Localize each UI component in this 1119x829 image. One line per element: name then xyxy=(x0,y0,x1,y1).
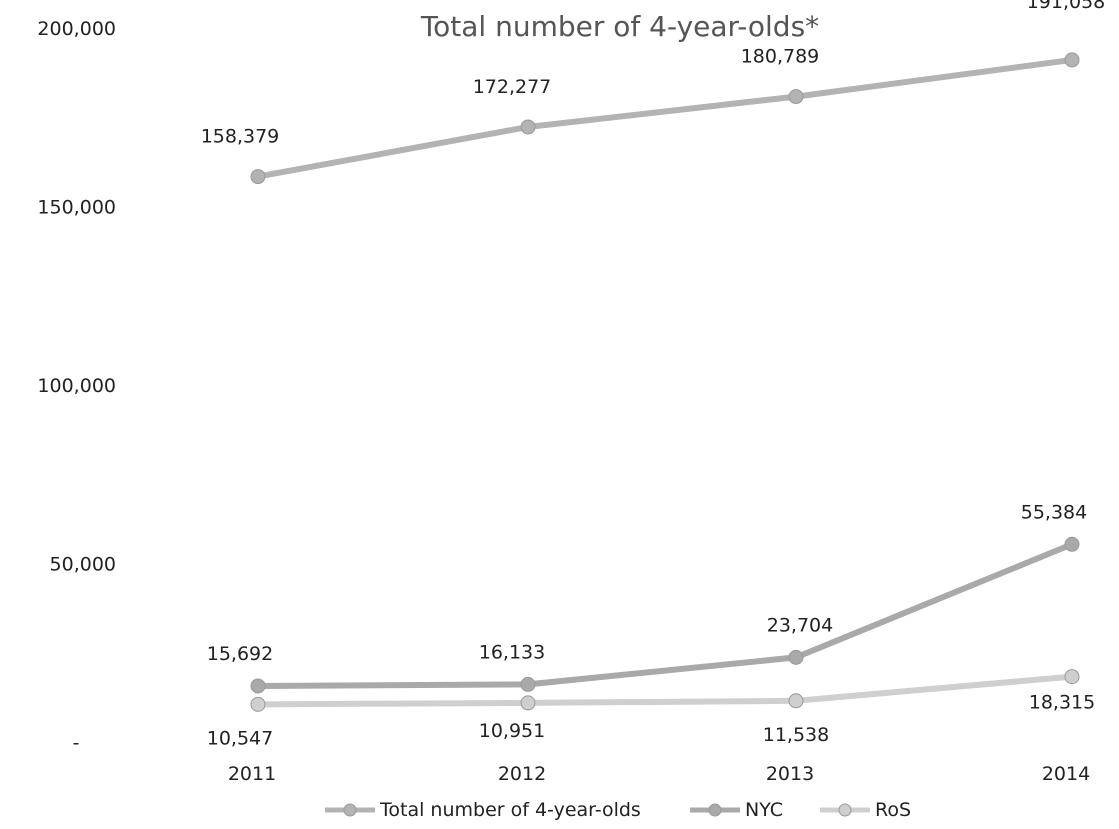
legend-label: RoS xyxy=(875,799,911,821)
series-point xyxy=(1064,536,1080,552)
data-label: 16,133 xyxy=(479,641,545,663)
series-point xyxy=(1064,669,1080,685)
series-point xyxy=(788,693,804,709)
x-tick-label: 2013 xyxy=(766,763,814,785)
legend-item: NYC xyxy=(690,799,783,821)
chart-title: Total number of 4-year-olds* xyxy=(420,10,819,43)
data-label: 158,379 xyxy=(201,126,280,148)
x-tick-label: 2014 xyxy=(1042,763,1090,785)
legend-item: RoS xyxy=(820,799,911,821)
series-2 xyxy=(250,669,1080,712)
series-line xyxy=(255,541,1075,689)
y-tick-label: 100,000 xyxy=(37,375,116,397)
data-labels: 158,379 172,277 180,789 191,058 15,692 16,133… xyxy=(201,0,1106,749)
x-tick-label: 2011 xyxy=(228,763,276,785)
y-axis: - 50,000 100,000 150,000 200,000 xyxy=(37,18,116,754)
series-point xyxy=(520,695,536,711)
series-1 xyxy=(250,536,1080,694)
series-point xyxy=(788,89,804,105)
legend: Total number of 4-year-olds NYC RoS xyxy=(325,799,911,821)
x-tick-label: 2012 xyxy=(498,763,546,785)
series-line xyxy=(255,56,1075,180)
series-point xyxy=(250,169,266,185)
series-point xyxy=(1064,52,1080,68)
data-label: 55,384 xyxy=(1021,501,1087,523)
legend-item: Total number of 4-year-olds xyxy=(325,799,641,821)
series-point xyxy=(520,119,536,135)
y-tick-label: 150,000 xyxy=(37,197,116,219)
data-label: 11,538 xyxy=(763,724,829,746)
x-axis: 2011 2012 2013 2014 xyxy=(228,763,1090,785)
plot-area xyxy=(250,52,1080,712)
y-tick-label: 50,000 xyxy=(50,554,116,576)
legend-swatch-marker xyxy=(838,803,852,817)
legend-label: NYC xyxy=(745,799,783,821)
legend-swatch-marker xyxy=(343,803,357,817)
series-point xyxy=(250,678,266,694)
series-point xyxy=(250,696,266,712)
data-label: 180,789 xyxy=(741,46,820,68)
data-label: 172,277 xyxy=(473,76,552,98)
data-label: 191,058 xyxy=(1027,0,1106,13)
y-tick-label: 200,000 xyxy=(37,18,116,40)
data-label: 18,315 xyxy=(1029,692,1095,714)
series-line xyxy=(255,673,1075,708)
data-label: 23,704 xyxy=(767,614,833,636)
data-label: 15,692 xyxy=(207,643,273,665)
series-point xyxy=(788,649,804,665)
legend-swatch-marker xyxy=(708,803,722,817)
series-0 xyxy=(250,52,1080,185)
series-point xyxy=(520,676,536,692)
data-label: 10,547 xyxy=(207,727,273,749)
data-label: 10,951 xyxy=(479,720,545,742)
y-tick-label: - xyxy=(73,732,80,754)
legend-label: Total number of 4-year-olds xyxy=(379,799,641,821)
